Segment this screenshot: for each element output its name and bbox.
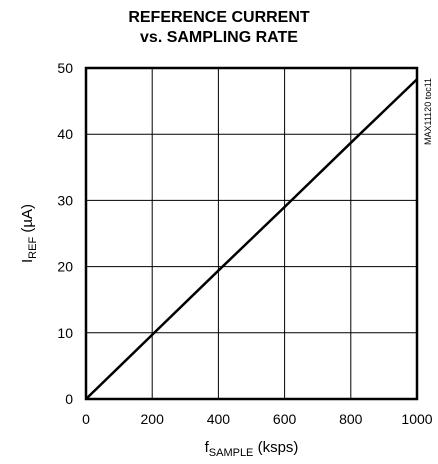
x-axis-label-main: f — [205, 439, 210, 456]
y-tick-label: 40 — [57, 126, 73, 142]
y-axis-label-tail: (µA) — [19, 204, 36, 237]
x-tick-label: 600 — [273, 411, 297, 427]
x-axis-label-tail: (ksps) — [253, 439, 298, 456]
x-axis-label-sub: SAMPLE — [209, 447, 254, 459]
y-tick-labels: 0 10 20 30 40 50 — [57, 60, 73, 407]
y-tick-label: 30 — [57, 192, 73, 208]
x-tick-label: 400 — [207, 411, 231, 427]
y-axis-label-sub: REF — [27, 237, 39, 259]
x-tick-label: 800 — [339, 411, 363, 427]
x-tick-label: 0 — [82, 411, 90, 427]
chart-title-line-2: vs. SAMPLING RATE — [140, 29, 298, 46]
series-layer — [85, 78, 418, 400]
x-tick-label: 1000 — [401, 411, 432, 427]
figure-tag: MAX11120 toc11 — [423, 78, 433, 145]
x-tick-label: 200 — [141, 411, 165, 427]
x-tick-labels: 0 200 400 600 800 1000 — [82, 411, 433, 427]
y-tick-label: 20 — [57, 259, 73, 275]
series-line — [85, 78, 418, 400]
y-axis-label: IREF (µA) — [19, 204, 39, 263]
y-tick-label: 50 — [57, 60, 73, 76]
y-axis-label-main: I — [19, 259, 36, 263]
y-tick-label: 10 — [57, 325, 73, 341]
plot-frame — [84, 66, 419, 401]
y-tick-label: 0 — [65, 391, 73, 407]
x-axis-label: fSAMPLE (ksps) — [205, 439, 299, 459]
chart-title-line-1: REFERENCE CURRENT — [128, 9, 310, 26]
